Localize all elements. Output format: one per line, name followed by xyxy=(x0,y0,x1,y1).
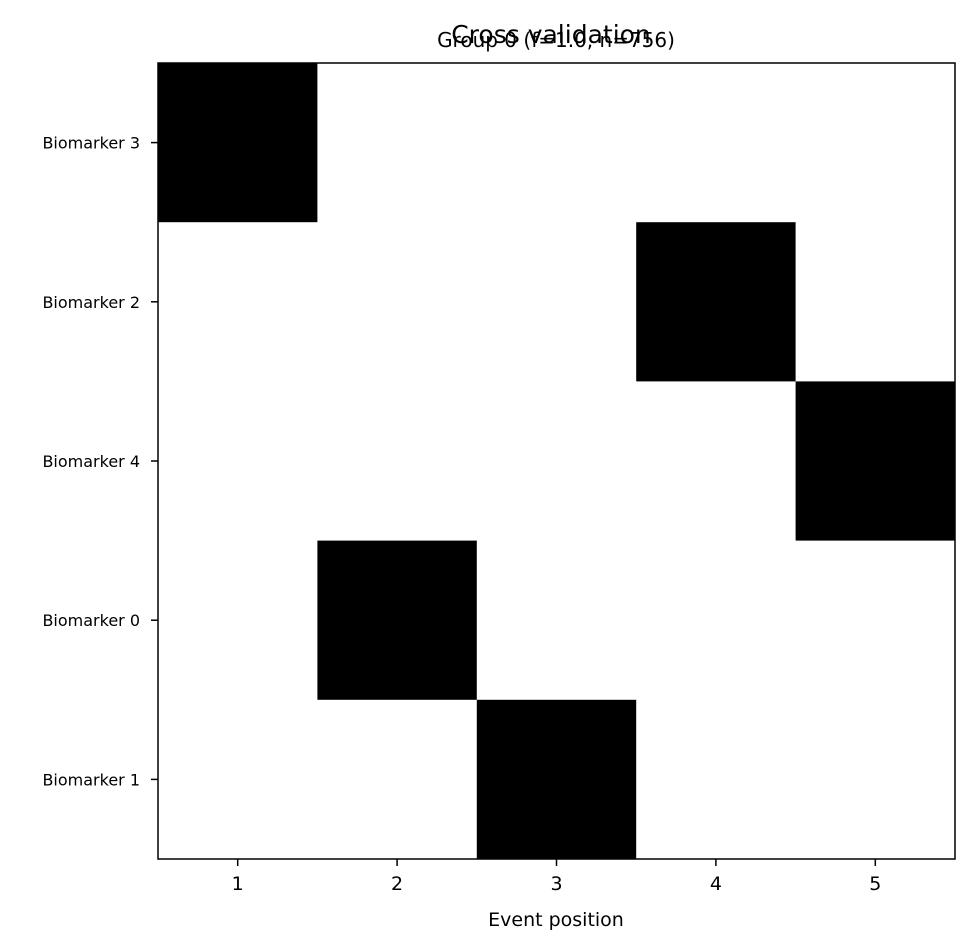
x-axis-label: Event position xyxy=(488,909,624,931)
y-tick-label: Biomarker 2 xyxy=(42,293,140,312)
heatmap-cell xyxy=(795,222,956,382)
heatmap-cell xyxy=(158,222,318,382)
heatmap-cell xyxy=(317,63,478,223)
heatmap-cell xyxy=(636,381,797,542)
x-tick-label: 1 xyxy=(232,873,244,895)
x-axis: 1 2 3 4 5 xyxy=(232,859,881,895)
heatmap-cell xyxy=(476,381,637,542)
y-axis: Biomarker 3 Biomarker 2 Biomarker 4 Biomark… xyxy=(42,134,158,789)
heatmap-cell xyxy=(317,699,478,860)
heatmap-cell xyxy=(636,222,797,382)
y-tick-label: Biomarker 0 xyxy=(42,611,140,630)
heatmap-cell xyxy=(636,540,797,701)
heatmap-cell xyxy=(158,381,318,542)
heatmap-cell xyxy=(158,540,318,701)
heatmap-cell xyxy=(636,63,797,223)
chart-subtitle: Group 0 (f=1.0, n=756) xyxy=(437,28,675,52)
x-tick-label: 5 xyxy=(869,873,881,895)
chart-title: Cross validation xyxy=(451,20,651,49)
x-tick-label: 3 xyxy=(550,873,562,895)
heatmap-cell xyxy=(476,699,637,860)
heatmap-cell xyxy=(795,540,956,701)
heatmap-cell xyxy=(476,540,637,701)
heatmap-cell xyxy=(795,381,956,542)
y-tick-label: Biomarker 3 xyxy=(42,134,140,153)
heatmap-cells xyxy=(158,63,956,860)
heatmap-cell xyxy=(636,699,797,860)
heatmap-cell xyxy=(317,540,478,701)
x-tick-label: 4 xyxy=(710,873,722,895)
heatmap-cell xyxy=(476,63,637,223)
x-tick-label: 2 xyxy=(391,873,403,895)
heatmap-cell xyxy=(317,222,478,382)
y-tick-label: Biomarker 4 xyxy=(42,452,140,471)
y-tick-label: Biomarker 1 xyxy=(42,770,140,789)
heatmap-cell xyxy=(158,63,318,223)
heatmap-cell xyxy=(795,699,956,860)
heatmap-cell xyxy=(795,63,956,223)
heatmap-cell xyxy=(317,381,478,542)
heatmap-cell xyxy=(158,699,318,860)
heatmap-cell xyxy=(476,222,637,382)
